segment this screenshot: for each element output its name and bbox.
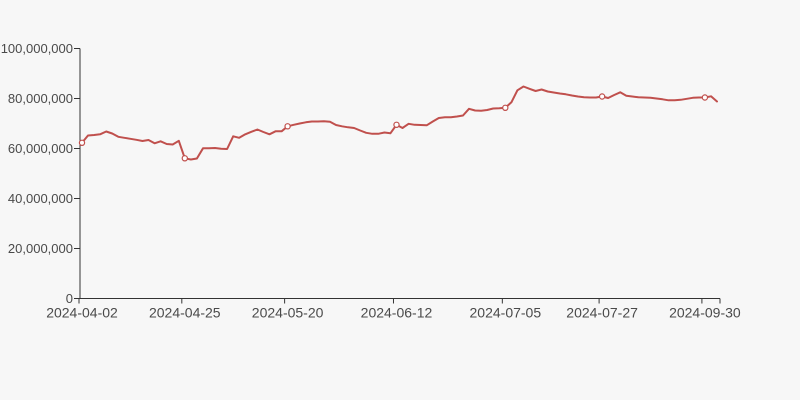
data-point-marker — [181, 155, 188, 162]
data-point-marker — [598, 93, 606, 100]
y-axis: 0 20,000,000 40,000,000 60,000,000 80,000,00… — [1, 41, 81, 306]
x-axis-tick-label: 2024-09-30 — [669, 305, 741, 321]
data-point-marker — [502, 104, 509, 112]
data-point-marker — [701, 94, 709, 101]
data-point-marker — [284, 123, 291, 130]
x-axis-tick-label: 2024-04-02 — [46, 305, 118, 321]
data-point-marker — [78, 139, 86, 146]
data-point-marker — [393, 121, 400, 129]
y-axis-tick-label: 100,000,000 — [1, 41, 73, 56]
y-axis-tick-label: 20,000,000 — [8, 241, 73, 256]
series-line — [81, 85, 718, 161]
y-axis-tick-label: 80,000,000 — [8, 91, 73, 106]
x-axis-tick-label: 2024-07-27 — [566, 305, 638, 321]
x-axis-tick-label: 2024-06-12 — [361, 305, 433, 321]
series-group — [78, 85, 718, 162]
x-axis-tick-label: 2024-04-25 — [149, 305, 221, 321]
y-axis-tick-label: 60,000,000 — [8, 141, 73, 156]
x-axis-tick-label: 2024-05-20 — [252, 305, 324, 321]
y-axis-tick-label: 0 — [66, 291, 73, 306]
x-axis-tick-label: 2024-07-05 — [470, 305, 542, 321]
y-axis-tick-label: 40,000,000 — [8, 191, 73, 206]
x-axis: 2024-04-02 2024-04-25 2024-05-20 2024-06-12… — [46, 298, 741, 321]
